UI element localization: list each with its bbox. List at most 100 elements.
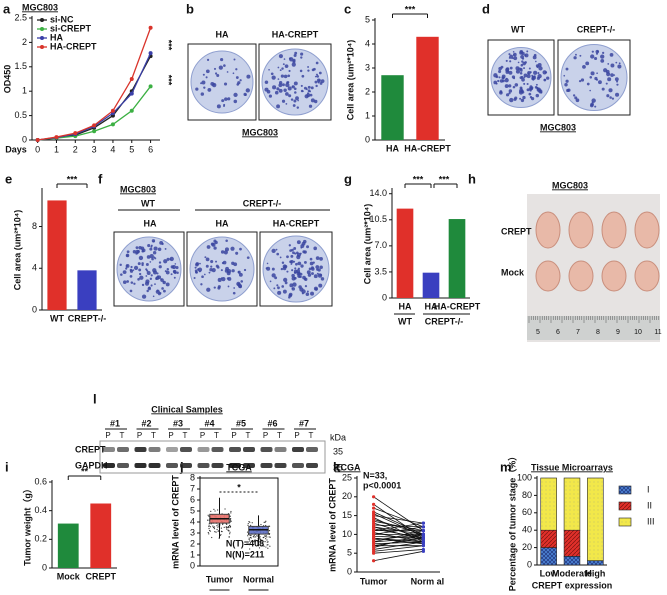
point bbox=[421, 544, 425, 548]
band bbox=[229, 447, 241, 452]
colony bbox=[245, 88, 250, 93]
point bbox=[421, 529, 425, 533]
colony bbox=[141, 283, 145, 287]
colony bbox=[573, 56, 577, 60]
jitter bbox=[216, 509, 219, 511]
colony bbox=[171, 264, 177, 270]
y-tick-label: 1.5 bbox=[14, 61, 27, 71]
colony bbox=[585, 61, 590, 66]
colony bbox=[220, 250, 225, 254]
colony bbox=[600, 58, 605, 63]
colony bbox=[544, 71, 548, 74]
colony bbox=[520, 63, 524, 67]
colony bbox=[493, 80, 498, 85]
point bbox=[129, 108, 134, 113]
colony bbox=[132, 250, 137, 254]
jitter bbox=[222, 523, 224, 526]
x-tick-label: High bbox=[585, 568, 605, 578]
jitter bbox=[268, 533, 270, 535]
y-axis-title: Percentage of tumor stage（%） bbox=[507, 452, 517, 592]
sample-label: #3 bbox=[173, 418, 183, 428]
colony bbox=[152, 240, 155, 243]
colony bbox=[608, 88, 613, 93]
colony bbox=[266, 89, 271, 94]
colony bbox=[152, 251, 157, 255]
y-tick-label: 10.5 bbox=[369, 214, 387, 224]
colony bbox=[610, 73, 614, 77]
colony bbox=[159, 240, 164, 245]
colony bbox=[520, 89, 524, 93]
y-tick-label: 5 bbox=[190, 505, 195, 515]
colony bbox=[504, 78, 509, 83]
lane-label: T bbox=[183, 431, 188, 440]
jitter bbox=[247, 522, 249, 525]
sample-label: #2 bbox=[141, 418, 151, 428]
y-tick-label: 0 bbox=[365, 134, 370, 144]
point bbox=[421, 540, 425, 544]
chart-title: TCGA bbox=[226, 462, 252, 472]
colony bbox=[300, 56, 303, 59]
jitter bbox=[227, 529, 229, 531]
jitter bbox=[247, 535, 249, 537]
group-label: CREPT-/- bbox=[425, 316, 464, 326]
colony bbox=[618, 62, 621, 65]
label: WT bbox=[511, 24, 525, 34]
colony bbox=[291, 287, 294, 290]
colony bbox=[281, 67, 284, 70]
colony bbox=[265, 267, 268, 270]
y-tick-label: 4 bbox=[365, 38, 370, 48]
legend-label: si-NC bbox=[50, 14, 74, 24]
colony bbox=[214, 72, 218, 75]
colony bbox=[274, 276, 278, 280]
colony bbox=[616, 83, 619, 86]
colony bbox=[135, 246, 139, 250]
significance: *** bbox=[67, 174, 78, 184]
colony bbox=[300, 52, 304, 56]
colony bbox=[269, 280, 272, 283]
y-tick-label: 2 bbox=[365, 86, 370, 96]
sample-label: #6 bbox=[267, 418, 277, 428]
colony bbox=[564, 83, 568, 87]
colony bbox=[310, 291, 315, 296]
jitter bbox=[249, 540, 251, 542]
colony bbox=[213, 67, 217, 70]
panel-letter: a bbox=[3, 1, 11, 16]
y-tick-label: 0.6 bbox=[34, 476, 47, 486]
bar-segment bbox=[563, 555, 581, 566]
colony bbox=[149, 261, 152, 263]
annotation: p<0.0001 bbox=[363, 480, 401, 490]
colony bbox=[306, 245, 310, 249]
ruler-label: 9 bbox=[616, 329, 620, 336]
y-tick-label: 4 bbox=[32, 263, 37, 273]
colony bbox=[164, 247, 167, 250]
y-tick-label: 5 bbox=[347, 548, 352, 558]
y-tick-label: 0 bbox=[382, 292, 387, 302]
label: MGC803 bbox=[552, 180, 588, 190]
jitter bbox=[246, 531, 249, 533]
colony bbox=[611, 97, 615, 100]
tumor bbox=[634, 211, 660, 249]
jitter bbox=[208, 525, 210, 528]
panel-letter: h bbox=[468, 171, 476, 186]
colony bbox=[294, 51, 298, 55]
colony bbox=[594, 56, 598, 61]
colony bbox=[310, 266, 314, 270]
colony bbox=[607, 63, 610, 65]
colony bbox=[227, 277, 232, 281]
jitter bbox=[250, 524, 252, 526]
colony bbox=[300, 264, 304, 268]
y-tick-label: 40 bbox=[522, 525, 532, 535]
jitter bbox=[256, 539, 258, 541]
legend-label: si-CREPT bbox=[50, 23, 92, 33]
colony bbox=[301, 292, 304, 295]
y-tick-label: 80 bbox=[522, 490, 532, 500]
colony bbox=[174, 263, 177, 265]
point bbox=[148, 51, 153, 56]
pair-line bbox=[373, 537, 424, 547]
colony bbox=[281, 99, 286, 103]
colony bbox=[589, 76, 593, 79]
colony bbox=[317, 268, 321, 272]
colony bbox=[153, 270, 158, 275]
jitter bbox=[208, 524, 210, 526]
annotation: N(T)=408 bbox=[226, 538, 264, 548]
